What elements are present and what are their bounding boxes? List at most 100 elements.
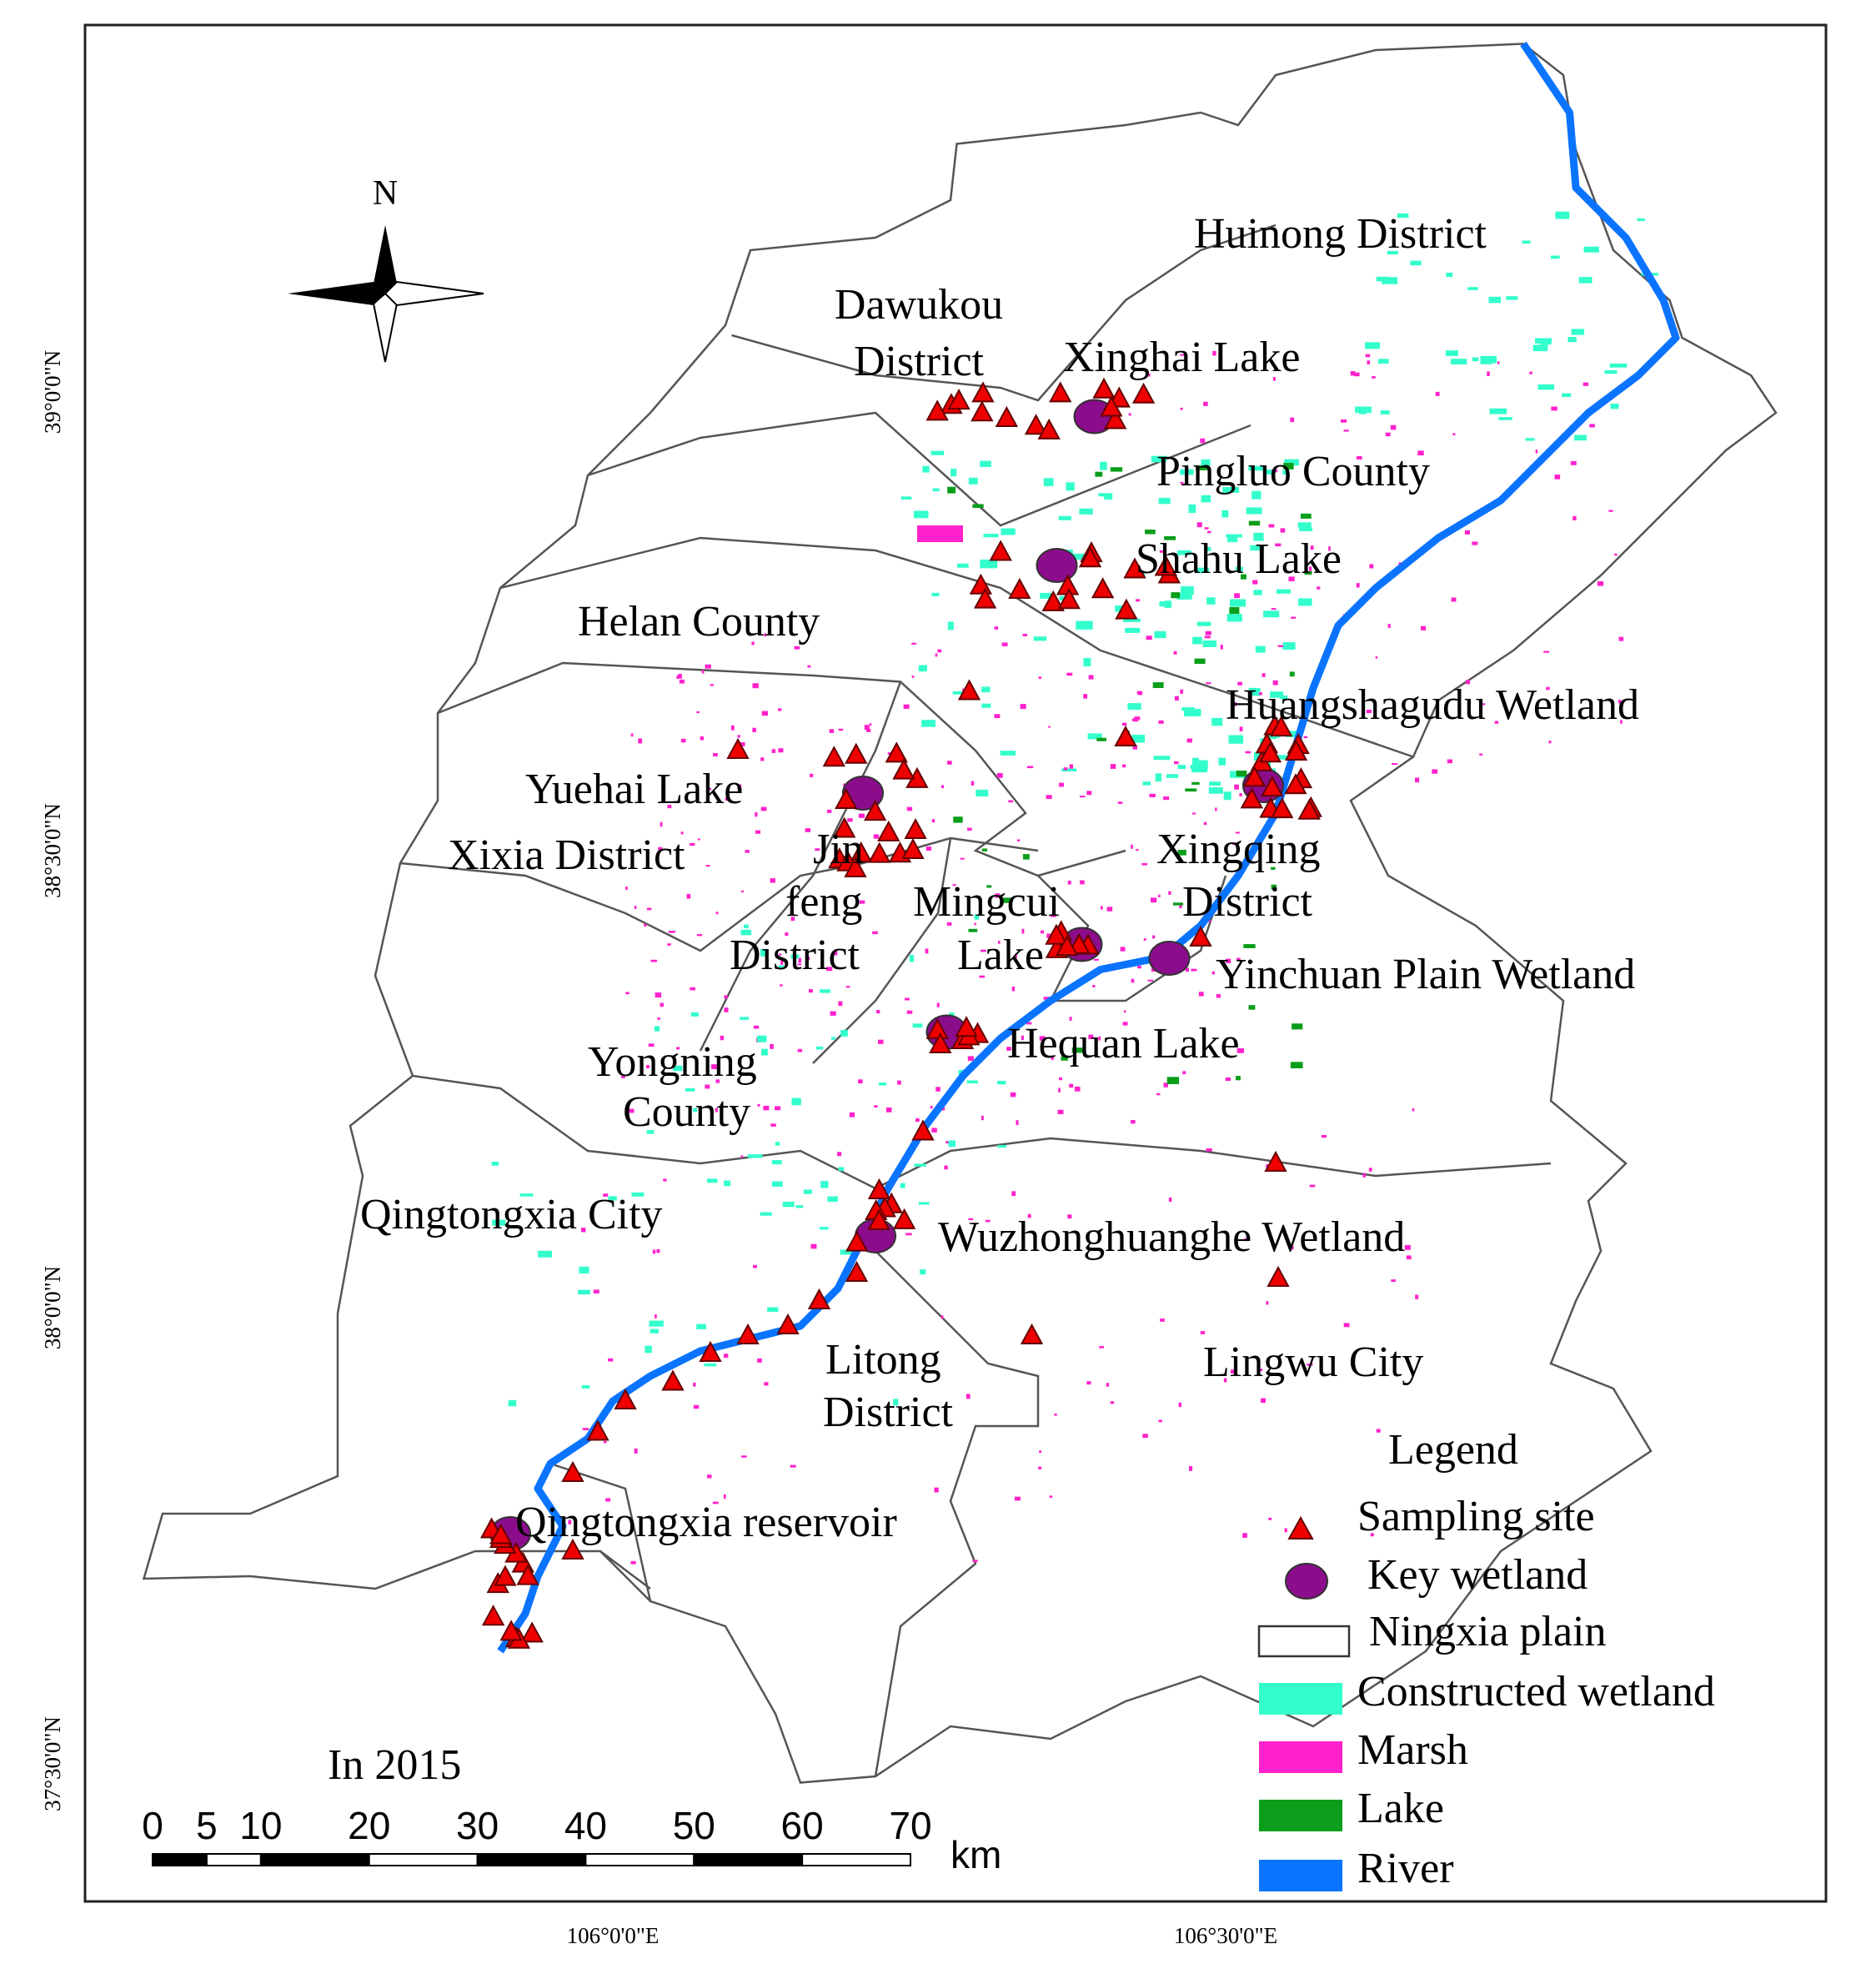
wetland-patch: [1245, 751, 1252, 754]
wetland-patch: [1599, 704, 1602, 707]
wetland-patch: [1043, 478, 1054, 486]
wetland-patch: [715, 1079, 720, 1083]
wetland-patch: [994, 626, 999, 630]
wetland-patch: [1010, 1092, 1016, 1098]
wetland-patch: [840, 1029, 848, 1037]
scale-segment: [152, 1853, 208, 1866]
place-label: Qingtongxia City: [360, 1191, 663, 1238]
wetland-patch: [1142, 1434, 1148, 1439]
wetland-patch: [1303, 736, 1308, 739]
sampling-site: [1057, 588, 1081, 610]
sampling-site: [726, 737, 750, 759]
wetland-patch: [741, 1455, 747, 1458]
wetland-patch: [1046, 795, 1052, 800]
wetland-patch: [1289, 671, 1295, 677]
wetland-patch: [1259, 1369, 1263, 1372]
wetland-patch: [1240, 574, 1246, 580]
wetland-patch: [737, 735, 740, 738]
wetland-patch: [760, 1212, 772, 1216]
wetland-patch: [1136, 599, 1140, 602]
wetland-patch: [1132, 745, 1137, 750]
wetland-patch: [1252, 490, 1262, 500]
scale-segment: [259, 1853, 370, 1866]
wetland-patch: [1202, 640, 1217, 647]
wetland-patch: [1417, 450, 1424, 456]
wetland-patch: [1100, 461, 1107, 470]
wetland-patch: [1177, 850, 1186, 856]
wetland-patch: [887, 752, 892, 756]
wetland-patch: [1356, 583, 1360, 588]
wetland-patch: [723, 1494, 726, 1499]
wetland-patch: [1406, 1255, 1412, 1260]
wetland-patch: [1614, 553, 1618, 556]
wetland-patch: [1067, 1214, 1072, 1219]
wetland-patch: [1435, 391, 1440, 396]
wetland-patch: [1555, 211, 1570, 219]
wetland-patch: [634, 1448, 638, 1454]
wetland-patch: [680, 831, 684, 835]
sampling-site: [973, 587, 997, 609]
wetland-patch: [1532, 344, 1548, 352]
place-label: District: [854, 338, 985, 385]
wetland-patch: [1248, 1005, 1256, 1010]
wetland-patch: [578, 1289, 590, 1295]
wetland-patch: [1291, 616, 1297, 619]
wetland-patch: [1150, 897, 1157, 903]
wetland-patch: [1177, 765, 1186, 770]
place-label: District: [1182, 878, 1313, 926]
sampling-site: [489, 1523, 513, 1545]
wetland-patch: [1211, 971, 1215, 975]
wetland-patch: [968, 477, 978, 485]
wetland-patch: [1015, 953, 1017, 959]
wetland-patch: [1145, 530, 1156, 535]
place-label: Xinghai Lake: [1063, 334, 1300, 381]
wetland-patch: [753, 1025, 760, 1029]
wetland-patch: [723, 1354, 729, 1359]
wetland-patch: [1573, 434, 1587, 441]
wetland-patch: [790, 1464, 796, 1468]
wetland-patch: [931, 592, 940, 596]
wetland-patch: [879, 1082, 887, 1086]
wetland-patch: [1158, 894, 1161, 898]
wetland-patch: [655, 992, 662, 998]
wetland-patch: [1216, 994, 1221, 998]
wetland-patch: [1548, 741, 1552, 744]
sampling-site: [1264, 1150, 1287, 1172]
sampling-site: [586, 1419, 609, 1441]
wetland-patch: [1128, 413, 1131, 416]
place-label: Huangshagudu Wetland: [1226, 681, 1639, 729]
wetland-patch: [761, 711, 769, 716]
wetland-patch: [1374, 1560, 1379, 1563]
wetland-patch: [648, 1043, 655, 1047]
wetland-patch: [1270, 691, 1284, 698]
wetland-patch: [1284, 459, 1299, 466]
sampling-site: [561, 1538, 584, 1560]
wetland-patch: [603, 1440, 607, 1444]
wetland-patch: [630, 733, 634, 737]
wetland-patch: [1366, 710, 1372, 714]
wetland-patch: [1268, 524, 1275, 528]
wetland-patch: [1120, 947, 1126, 952]
map-title: In 2015: [328, 1741, 461, 1789]
wetland-patch: [676, 675, 680, 680]
sampling-site: [867, 1178, 891, 1199]
wetland-patch: [1095, 471, 1103, 477]
wetland-patch: [1048, 726, 1051, 728]
wetland-patch: [936, 1002, 940, 1007]
sampling-site: [995, 405, 1019, 427]
wetland-patch: [1368, 1168, 1372, 1172]
wetland-patch: [1367, 360, 1370, 365]
wetland-patch: [1445, 350, 1458, 356]
sampling-site: [1008, 577, 1031, 599]
wetland-patch: [1188, 1465, 1193, 1471]
wetland-patch: [1472, 357, 1479, 362]
sampling-site: [776, 1313, 800, 1334]
wetland-patch: [1156, 1092, 1161, 1096]
wetland-patch: [760, 806, 767, 811]
wetland-patch: [906, 1010, 913, 1014]
sampling-site: [850, 841, 873, 863]
legend-label: Lake: [1357, 1785, 1444, 1832]
sampling-site: [877, 820, 900, 841]
sampling-site: [1020, 1323, 1044, 1344]
wetland-patch: [690, 1012, 699, 1017]
